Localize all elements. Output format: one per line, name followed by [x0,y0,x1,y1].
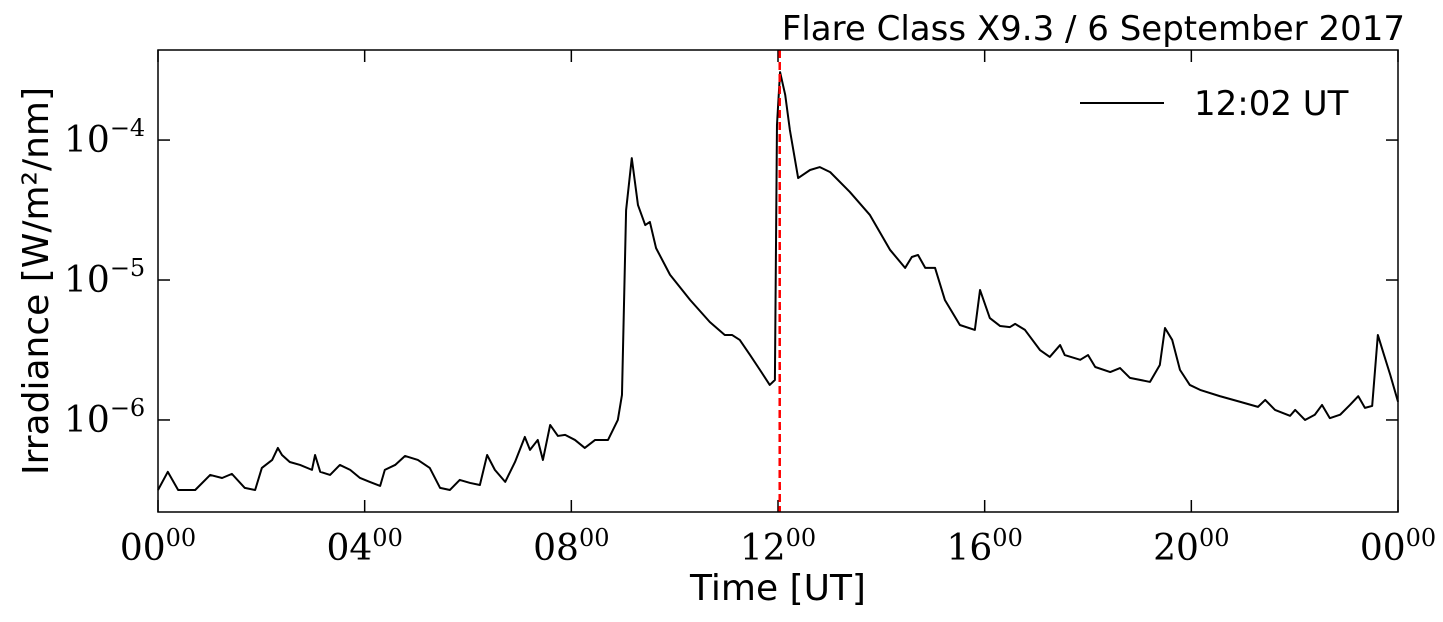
x-tick-label: 0400 [326,524,402,569]
y-axis-label: Irradiance [W/m²/nm] [16,87,57,475]
x-tick-minute: 00 [166,524,197,552]
x-tick-hour: 16 [946,528,992,569]
x-tick-label: 0800 [533,524,609,569]
x-tick-hour: 08 [533,528,579,569]
x-tick-hour: 00 [120,528,166,569]
chart-title: Flare Class X9.3 / 6 September 2017 [782,9,1405,49]
x-tick-hour: 00 [1360,528,1406,569]
x-tick-hour: 20 [1153,528,1199,569]
x-tick-minute: 00 [992,524,1023,552]
y-tick-label: 10−5 [64,254,145,301]
y-tick-exponent: −5 [110,254,145,282]
x-tick-minute: 00 [1406,524,1437,552]
y-tick-label: 10−4 [64,114,145,161]
y-tick-exponent: −4 [110,114,145,142]
x-tick-minute: 00 [1199,524,1230,552]
x-axis-label: Time [UT] [689,568,866,609]
data-line [157,71,1399,491]
y-tick-base: 10 [64,400,110,441]
y-tick-base: 10 [64,120,110,161]
plot-frame [157,49,1399,513]
x-tick-hour: 12 [740,528,786,569]
x-tick-label: 0000 [1360,524,1436,569]
x-tick-label: 0000 [120,524,196,569]
legend-label: 12:02 UT [1194,84,1349,124]
y-tick-label: 10−6 [64,394,145,441]
x-tick-label: 1600 [946,524,1022,569]
x-tick-label: 2000 [1153,524,1229,569]
y-tick-exponent: −6 [110,394,145,422]
y-tick-base: 10 [64,260,110,301]
x-tick-minute: 00 [372,524,403,552]
x-tick-label: 1200 [740,524,816,569]
x-tick-minute: 00 [579,524,610,552]
x-tick-hour: 04 [326,528,372,569]
x-tick-minute: 00 [786,524,817,552]
